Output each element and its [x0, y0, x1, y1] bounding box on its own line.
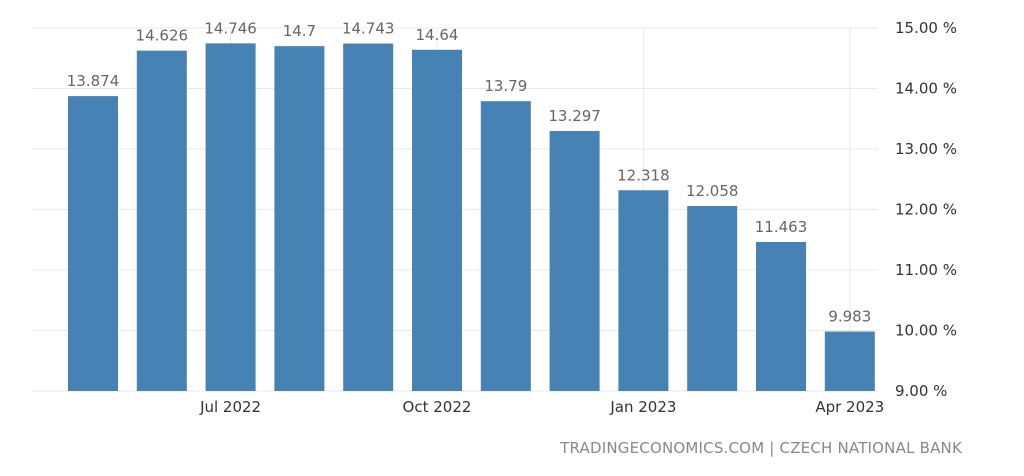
bar: [136, 50, 187, 391]
y-tick-label: 15.00 %: [895, 19, 957, 37]
bar-value-label: 14.7: [283, 22, 316, 40]
x-axis-ticks: Jul 2022 Oct 2022 Jan 2023 Apr 2023: [199, 398, 884, 416]
x-tick-label: Jul 2022: [199, 398, 261, 416]
bar-value-label: 14.64: [416, 26, 459, 44]
value-labels: 13.874 14.626 14.746 14.7 14.743 14.64 13.79 13…: [67, 19, 872, 325]
source-credit: TRADINGECONOMICS.COM | CZECH NATIONAL BA…: [560, 439, 962, 457]
x-tick-label: Oct 2022: [403, 398, 472, 416]
bar: [480, 101, 531, 391]
y-tick-label: 12.00 %: [895, 201, 957, 219]
bar-value-label: 12.318: [617, 166, 670, 184]
y-tick-label: 10.00 %: [895, 322, 957, 340]
bar: [618, 190, 669, 391]
bar: [756, 241, 806, 391]
y-tick-label: 9.00 %: [895, 382, 947, 400]
bar-value-label: 9.983: [828, 308, 871, 326]
bar-value-label: 13.297: [548, 107, 601, 125]
x-tick-label: Jan 2023: [609, 398, 676, 416]
y-axis-ticks: 9.00 % 10.00 % 11.00 % 12.00 % 13.00 % 14.00 …: [895, 19, 957, 400]
bar: [687, 205, 738, 391]
bar-value-label: 13.79: [484, 77, 527, 95]
bar-value-label: 14.626: [136, 27, 189, 45]
bar-value-label: 12.058: [686, 182, 739, 200]
y-tick-label: 14.00 %: [895, 80, 957, 98]
y-tick-label: 11.00 %: [895, 261, 957, 279]
bar: [549, 131, 600, 391]
bar-value-label: 14.746: [204, 19, 257, 37]
bar: [343, 43, 394, 392]
y-tick-label: 13.00 %: [895, 140, 957, 158]
bar: [824, 331, 875, 391]
bar: [205, 43, 256, 391]
x-tick-label: Apr 2023: [815, 398, 884, 416]
bar-value-label: 14.743: [342, 20, 395, 38]
bar-value-label: 11.463: [755, 218, 808, 236]
bar-value-label: 13.874: [67, 72, 120, 90]
bars: [68, 43, 875, 392]
bar: [274, 46, 325, 392]
bar: [412, 49, 462, 391]
bar: [68, 96, 118, 392]
